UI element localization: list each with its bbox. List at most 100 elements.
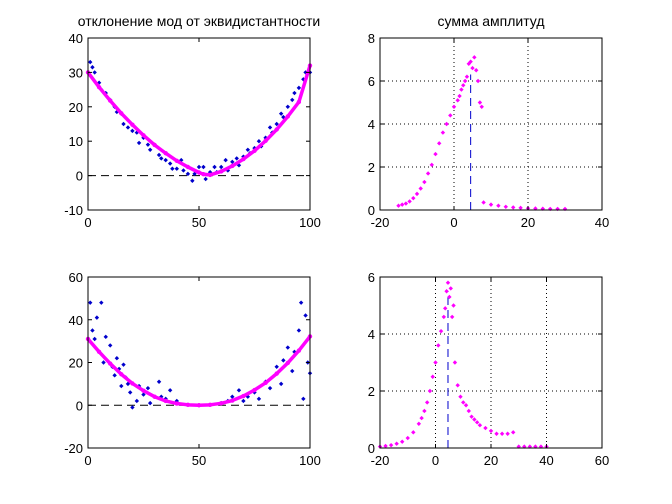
data-point: [130, 405, 135, 410]
data-point: [425, 171, 431, 176]
data-point: [522, 444, 527, 449]
data-point: [438, 328, 444, 334]
y-tick-label: 0: [368, 441, 375, 456]
fit-curve-line: [86, 65, 312, 177]
data-point: [437, 141, 442, 146]
data-point: [103, 334, 108, 340]
data-point: [108, 343, 113, 348]
x-tick-label: 40: [539, 453, 553, 468]
data-point: [201, 164, 206, 170]
data-point: [440, 130, 446, 135]
data-point: [185, 171, 191, 177]
data-point: [472, 55, 477, 60]
y-tick-label: 40: [69, 31, 83, 46]
data-point: [470, 65, 475, 71]
data-point: [156, 379, 162, 384]
y-tick-label: 4: [368, 327, 375, 342]
data-point: [416, 421, 422, 426]
data-point: [511, 205, 516, 210]
data-point: [447, 294, 452, 300]
data-point: [418, 186, 423, 191]
data-point: [167, 161, 173, 166]
data-point: [256, 139, 262, 144]
axes-border: [87, 276, 311, 449]
data-point: [94, 315, 100, 320]
data-point: [458, 394, 463, 399]
data-point: [424, 400, 430, 405]
data-point: [477, 423, 483, 428]
x-tick-label: -20: [371, 215, 390, 230]
data-point: [125, 125, 131, 130]
data-point: [230, 159, 235, 165]
data-point: [245, 147, 251, 152]
data-point: [433, 360, 438, 365]
data-point: [422, 179, 427, 185]
data-point: [457, 93, 462, 99]
y-tick-label: 10: [69, 134, 83, 149]
data-point: [411, 430, 416, 435]
axes-bottom-left-box: [87, 276, 311, 449]
data-point: [159, 156, 164, 161]
data-point: [499, 431, 505, 436]
data-point: [278, 381, 284, 387]
data-point: [145, 142, 151, 147]
data-point: [400, 439, 405, 444]
data-point: [400, 202, 405, 207]
data-point: [296, 85, 302, 91]
x-tick-label: 40: [595, 215, 609, 230]
y-tick-label: 2: [368, 160, 375, 175]
data-point: [422, 408, 427, 414]
data-point: [443, 306, 448, 311]
data-point: [548, 206, 553, 212]
y-tick-label: 8: [368, 31, 375, 46]
data-point: [452, 360, 458, 365]
data-point: [451, 303, 456, 308]
data-point: [281, 358, 286, 363]
axes-border: [87, 37, 311, 211]
data-point: [245, 394, 251, 399]
data-point: [444, 289, 449, 294]
data-point: [267, 385, 273, 391]
data-point: [403, 201, 409, 206]
y-tick-label: 6: [368, 74, 375, 89]
data-point: [156, 152, 162, 158]
data-point: [538, 444, 544, 449]
data-point: [469, 414, 474, 419]
x-tick-label: 100: [299, 215, 321, 230]
y-tick-label: 2: [368, 384, 375, 399]
data-point: [449, 314, 455, 320]
data-point: [466, 408, 471, 414]
data-point: [147, 147, 153, 152]
data-point: [419, 415, 424, 421]
y-tick-label: 4: [368, 117, 375, 132]
data-point: [130, 128, 135, 134]
data-point: [411, 195, 416, 201]
data-point: [88, 59, 93, 65]
y-tick-label: 0: [76, 398, 83, 413]
data-point: [505, 431, 510, 436]
data-point: [88, 300, 93, 305]
data-point: [127, 390, 133, 395]
data-point: [488, 428, 494, 434]
data-point: [274, 364, 279, 369]
data-point: [241, 398, 246, 404]
data-point: [472, 417, 477, 422]
y-tick-label: 0: [368, 203, 375, 218]
data-point: [290, 368, 295, 374]
data-point: [477, 100, 483, 105]
data-point: [518, 205, 523, 211]
data-point: [267, 125, 273, 130]
data-point: [451, 104, 457, 109]
data-point: [445, 280, 451, 285]
data-point: [121, 121, 126, 127]
data-point: [466, 61, 471, 66]
data-point: [296, 328, 302, 333]
data-point: [196, 164, 202, 170]
x-tick-label: -20: [371, 453, 390, 468]
data-point: [488, 202, 494, 207]
data-point: [464, 74, 470, 79]
data-point: [190, 178, 195, 183]
data-point: [223, 157, 228, 163]
data-point: [414, 191, 420, 197]
